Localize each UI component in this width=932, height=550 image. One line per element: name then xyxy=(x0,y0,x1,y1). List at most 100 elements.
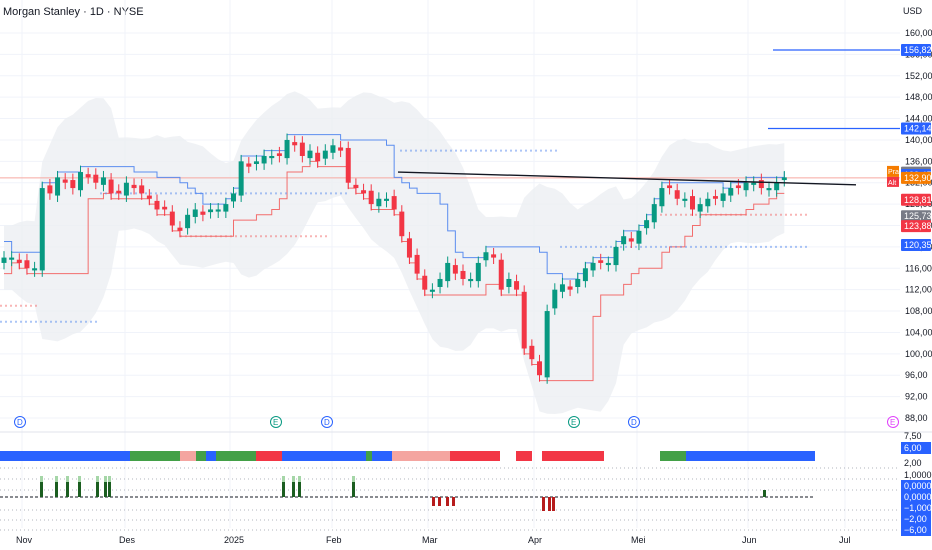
candle-body[interactable] xyxy=(628,238,634,242)
candle-body[interactable] xyxy=(674,190,680,199)
candle-body[interactable] xyxy=(384,198,389,201)
candle-body[interactable] xyxy=(93,174,99,183)
candle-body[interactable] xyxy=(123,182,129,196)
candle-body[interactable] xyxy=(131,184,137,189)
candle-body[interactable] xyxy=(429,289,435,292)
candle-body[interactable] xyxy=(146,195,152,199)
candle-body[interactable] xyxy=(261,155,267,164)
candle-body[interactable] xyxy=(452,265,458,274)
candle-body[interactable] xyxy=(24,260,30,269)
candle-body[interactable] xyxy=(238,161,244,196)
candle-body[interactable] xyxy=(368,190,374,205)
candle-body[interactable] xyxy=(78,172,83,191)
candle-body[interactable] xyxy=(537,361,542,376)
candle-body[interactable] xyxy=(1,257,7,263)
candle-body[interactable] xyxy=(391,196,397,210)
candle-body[interactable] xyxy=(292,142,298,146)
candle-body[interactable] xyxy=(284,139,290,159)
candle-body[interactable] xyxy=(185,214,191,229)
candle-body[interactable] xyxy=(468,278,474,282)
candle-body[interactable] xyxy=(276,153,282,156)
candle-body[interactable] xyxy=(651,204,657,223)
candle-body[interactable] xyxy=(322,150,328,159)
candle-body[interactable] xyxy=(498,259,504,290)
candle-body[interactable] xyxy=(766,188,772,191)
candle-body[interactable] xyxy=(521,291,527,349)
candle-body[interactable] xyxy=(590,262,596,271)
candle-body[interactable] xyxy=(376,198,382,207)
candle-body[interactable] xyxy=(9,257,15,260)
candle-body[interactable] xyxy=(85,174,91,178)
candle-body[interactable] xyxy=(582,268,588,282)
event-marker[interactable] xyxy=(568,416,580,428)
candle-body[interactable] xyxy=(682,198,688,201)
candle-body[interactable] xyxy=(361,190,367,194)
candle-body[interactable] xyxy=(514,281,520,290)
candle-body[interactable] xyxy=(330,145,336,153)
candle-body[interactable] xyxy=(47,185,53,194)
candle-body[interactable] xyxy=(705,198,711,207)
candle-body[interactable] xyxy=(613,246,619,266)
candle-body[interactable] xyxy=(758,180,764,189)
candle-body[interactable] xyxy=(208,209,214,213)
candle-body[interactable] xyxy=(598,260,604,263)
candle-body[interactable] xyxy=(32,268,38,271)
candle-body[interactable] xyxy=(475,262,481,282)
candle-body[interactable] xyxy=(253,161,259,165)
candle-body[interactable] xyxy=(621,236,627,245)
candle-body[interactable] xyxy=(269,155,275,159)
candle-body[interactable] xyxy=(437,278,443,287)
candle-body[interactable] xyxy=(215,209,221,212)
candle-body[interactable] xyxy=(246,163,252,167)
candle-body[interactable] xyxy=(338,147,344,151)
candle-body[interactable] xyxy=(192,209,198,217)
candle-body[interactable] xyxy=(162,206,168,210)
candle-body[interactable] xyxy=(169,211,175,226)
candle-body[interactable] xyxy=(16,259,22,263)
candle-body[interactable] xyxy=(299,142,305,156)
candle-body[interactable] xyxy=(506,278,512,287)
candle-body[interactable] xyxy=(735,185,741,189)
candle-body[interactable] xyxy=(55,177,61,196)
candle-body[interactable] xyxy=(728,188,734,196)
candle-body[interactable] xyxy=(39,188,45,271)
candle-body[interactable] xyxy=(751,182,757,185)
candle-body[interactable] xyxy=(667,185,673,189)
candle-body[interactable] xyxy=(605,262,611,266)
candle-body[interactable] xyxy=(231,193,236,202)
candle-body[interactable] xyxy=(345,147,351,183)
candle-body[interactable] xyxy=(636,230,642,244)
candle-body[interactable] xyxy=(108,179,114,194)
candle-body[interactable] xyxy=(690,196,695,210)
candle-body[interactable] xyxy=(743,182,749,191)
candle-body[interactable] xyxy=(720,193,726,201)
candle-body[interactable] xyxy=(644,220,650,229)
candle-body[interactable] xyxy=(712,196,718,199)
candle-body[interactable] xyxy=(567,286,573,290)
candle-body[interactable] xyxy=(315,152,321,162)
candle-body[interactable] xyxy=(491,254,497,258)
candle-body[interactable] xyxy=(552,289,558,309)
candle-body[interactable] xyxy=(200,211,206,215)
candle-body[interactable] xyxy=(460,270,466,279)
candle-body[interactable] xyxy=(139,185,145,194)
trendline[interactable] xyxy=(397,171,857,186)
candle-body[interactable] xyxy=(223,204,229,212)
candle-body[interactable] xyxy=(116,190,122,194)
candle-body[interactable] xyxy=(70,180,76,189)
candle-body[interactable] xyxy=(414,254,420,274)
candle-body[interactable] xyxy=(154,200,160,210)
candle-body[interactable] xyxy=(62,179,68,183)
candle-body[interactable] xyxy=(544,311,550,378)
candle-body[interactable] xyxy=(100,177,106,185)
candle-body[interactable] xyxy=(774,182,780,191)
candle-body[interactable] xyxy=(406,238,412,258)
candle-body[interactable] xyxy=(483,252,489,261)
candle-body[interactable] xyxy=(559,284,565,292)
event-marker[interactable] xyxy=(14,416,26,428)
candle-body[interactable] xyxy=(781,177,787,181)
candle-body[interactable] xyxy=(445,262,451,282)
candle-body[interactable] xyxy=(307,150,313,159)
candle-body[interactable] xyxy=(659,188,665,207)
